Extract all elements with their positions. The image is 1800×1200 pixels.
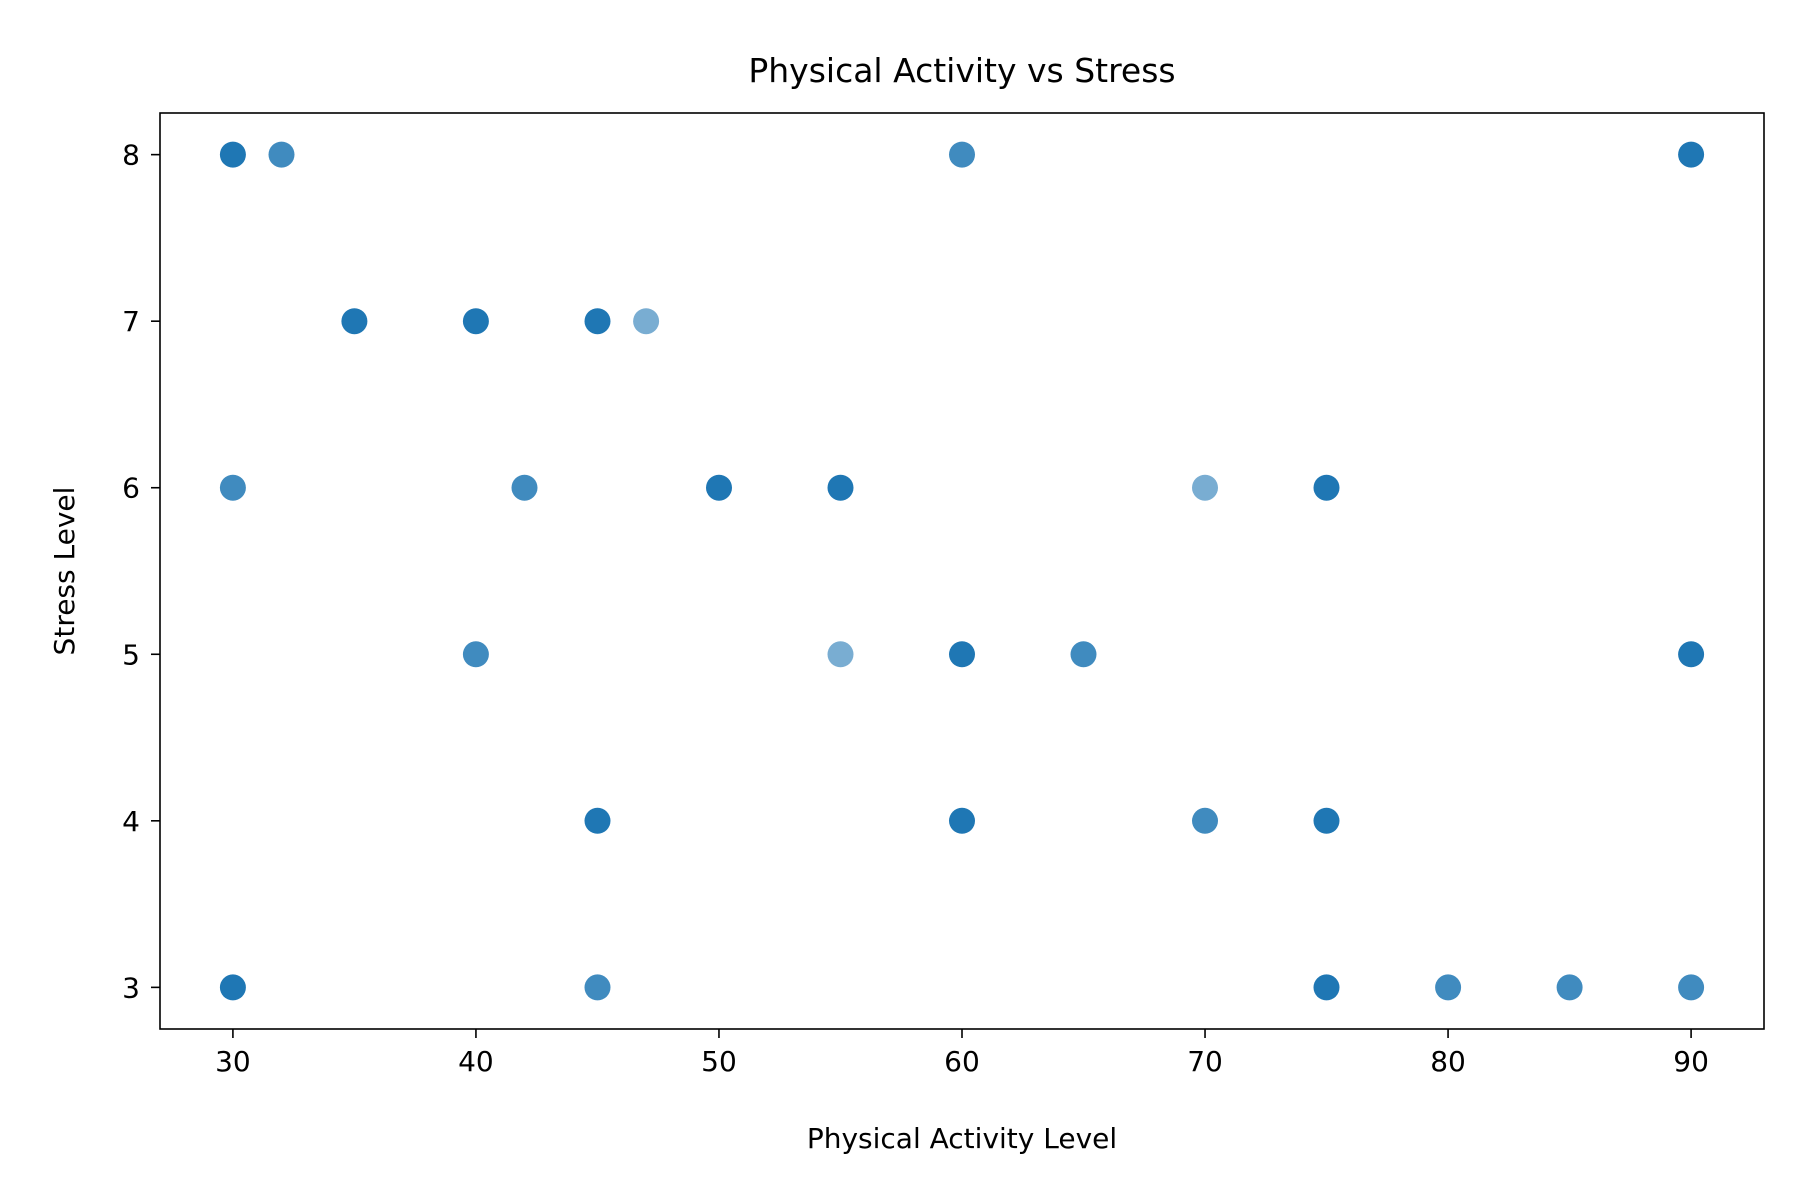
data-point-21 xyxy=(1192,807,1218,834)
x-tick-label-30: 30 xyxy=(215,1045,251,1078)
y-axis-label: Stress Level xyxy=(48,487,81,656)
data-point-15 xyxy=(827,641,854,668)
data-point-26 xyxy=(1435,974,1462,1001)
y-tick-label-5: 5 xyxy=(122,638,140,671)
data-point-6 xyxy=(584,308,611,335)
y-tick-label-7: 7 xyxy=(122,305,140,338)
chart-title: Physical Activity vs Stress xyxy=(748,51,1175,90)
data-point-0 xyxy=(219,141,246,168)
data-points xyxy=(219,141,1705,1001)
data-point-25 xyxy=(1313,974,1340,1001)
data-point-7 xyxy=(633,308,660,335)
data-point-18 xyxy=(1678,641,1705,668)
data-point-3 xyxy=(1678,141,1705,168)
x-tick-label-70: 70 xyxy=(1187,1045,1223,1078)
data-point-16 xyxy=(949,641,975,668)
data-point-12 xyxy=(1192,474,1218,501)
y-tick-label-6: 6 xyxy=(122,472,140,505)
x-tick-label-60: 60 xyxy=(944,1045,980,1078)
data-point-13 xyxy=(1313,474,1340,501)
data-point-9 xyxy=(511,474,538,501)
data-point-11 xyxy=(827,474,854,501)
x-tick-label-50: 50 xyxy=(701,1045,737,1078)
data-point-23 xyxy=(219,974,246,1001)
data-point-20 xyxy=(949,807,975,834)
data-point-2 xyxy=(949,141,975,168)
x-axis-ticks: 30 40 50 60 70 80 90 xyxy=(215,1029,1709,1078)
data-point-24 xyxy=(584,974,611,1001)
x-tick-label-40: 40 xyxy=(458,1045,494,1078)
y-tick-label-3: 3 xyxy=(122,971,140,1004)
data-point-17 xyxy=(1070,641,1097,668)
data-point-22 xyxy=(1313,807,1340,834)
x-tick-label-90: 90 xyxy=(1673,1045,1709,1078)
x-axis-label: Physical Activity Level xyxy=(807,1122,1117,1155)
data-point-10 xyxy=(706,474,732,501)
y-axis-ticks: 3 4 5 6 7 8 xyxy=(122,139,160,1004)
data-point-4 xyxy=(341,308,368,335)
x-tick-label-80: 80 xyxy=(1430,1045,1466,1078)
data-point-8 xyxy=(219,474,246,501)
y-tick-label-4: 4 xyxy=(122,805,140,838)
data-point-19 xyxy=(584,807,611,834)
data-point-27 xyxy=(1556,974,1583,1001)
data-point-14 xyxy=(462,641,489,668)
y-tick-label-8: 8 xyxy=(122,139,140,172)
data-point-5 xyxy=(462,308,489,335)
data-point-28 xyxy=(1678,974,1705,1001)
data-point-1 xyxy=(268,141,295,168)
